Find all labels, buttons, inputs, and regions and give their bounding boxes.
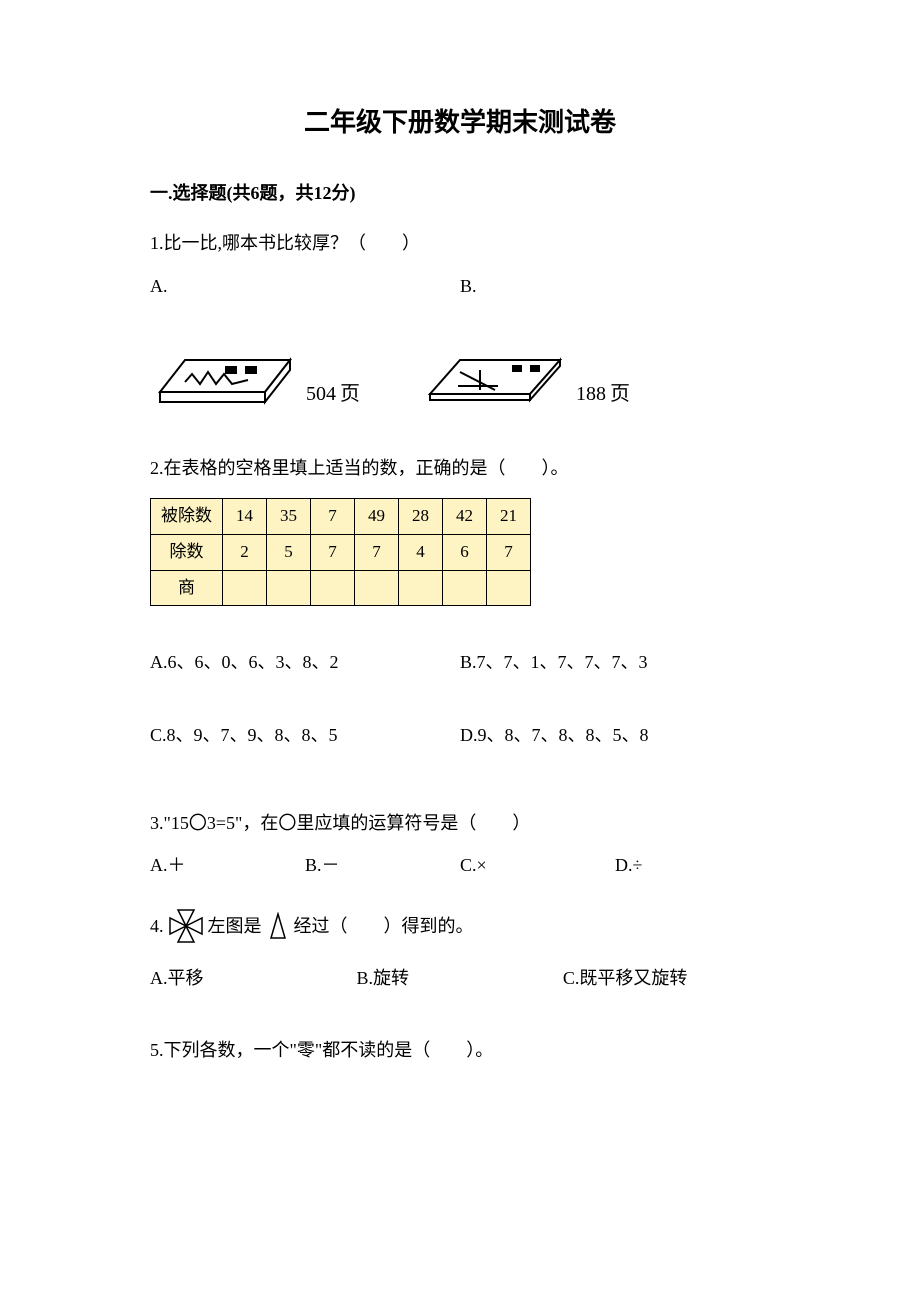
q4-mid1: 左图是 — [208, 910, 262, 942]
q1-option-b: B. — [460, 270, 770, 302]
q1-option-a: A. — [150, 270, 460, 302]
q2-table: 被除数 14 35 7 49 28 42 21 除数 2 5 7 7 4 6 7… — [150, 498, 531, 606]
q3-option-d: D.÷ — [615, 849, 770, 881]
table-cell: 4 — [399, 534, 443, 570]
book-a-pages: 504 — [306, 376, 336, 412]
table-cell — [223, 570, 267, 606]
table-cell: 2 — [223, 534, 267, 570]
table-header-divisor: 除数 — [151, 534, 223, 570]
q2-option-b: B.7、7、1、7、7、7、3 — [460, 646, 770, 678]
table-cell: 21 — [487, 499, 531, 535]
q2-option-d: D.9、8、7、8、8、5、8 — [460, 719, 770, 751]
q4-option-b: B.旋转 — [356, 962, 562, 994]
q3-option-a: A.＋ — [150, 849, 305, 881]
q2-option-a: A.6、6、0、6、3、8、2 — [150, 646, 460, 678]
table-cell: 7 — [487, 534, 531, 570]
question-5: 5.下列各数，一个"零"都不读的是（ ）。 — [150, 1034, 770, 1066]
book-b: 188 页 — [420, 332, 630, 412]
table-cell: 42 — [443, 499, 487, 535]
table-cell: 6 — [443, 534, 487, 570]
table-cell: 7 — [311, 534, 355, 570]
q5-text: 5.下列各数，一个"零"都不读的是（ ）。 — [150, 1034, 770, 1066]
book-b-pages: 188 — [576, 376, 606, 412]
table-cell — [443, 570, 487, 606]
book-a-unit: 页 — [340, 376, 360, 412]
question-4: 4. 左图是 经过（ ）得到的。 A.平移 B.旋转 C.既平移又旋转 — [150, 906, 770, 994]
q4-prefix: 4. — [150, 910, 164, 942]
table-cell: 35 — [267, 499, 311, 535]
table-cell: 7 — [311, 499, 355, 535]
table-header-dividend: 被除数 — [151, 499, 223, 535]
table-cell — [267, 570, 311, 606]
question-3: 3."15〇3=5"，在〇里应填的运算符号是（ ） A.＋ B.－ C.× D.… — [150, 807, 770, 882]
question-2: 2.在表格的空格里填上适当的数，正确的是（ ）。 被除数 14 35 7 49 … — [150, 452, 770, 791]
q4-mid2: 经过（ ）得到的。 — [294, 910, 474, 942]
triangle-icon — [268, 912, 288, 940]
q3-option-c: C.× — [460, 849, 615, 881]
section-1-header: 一.选择题(共6题，共12分) — [150, 177, 770, 209]
q1-text: 1.比一比,哪本书比较厚？（ ） — [150, 227, 770, 259]
q2-text: 2.在表格的空格里填上适当的数，正确的是（ ）。 — [150, 452, 770, 484]
table-cell — [311, 570, 355, 606]
book-b-icon — [420, 342, 570, 412]
book-b-unit: 页 — [610, 376, 630, 412]
q4-option-a: A.平移 — [150, 962, 356, 994]
table-cell — [355, 570, 399, 606]
table-cell — [399, 570, 443, 606]
q2-option-c: C.8、9、7、9、8、8、5 — [150, 719, 460, 751]
q3-text: 3."15〇3=5"，在〇里应填的运算符号是（ ） — [150, 807, 770, 839]
table-header-quotient: 商 — [151, 570, 223, 606]
table-cell: 49 — [355, 499, 399, 535]
table-cell: 14 — [223, 499, 267, 535]
book-a-icon — [150, 332, 300, 412]
table-cell: 7 — [355, 534, 399, 570]
q4-option-c: C.既平移又旋转 — [563, 962, 769, 994]
q3-option-b: B.－ — [305, 849, 460, 881]
table-cell: 28 — [399, 499, 443, 535]
page-title: 二年级下册数学期末测试卷 — [150, 100, 770, 147]
question-1: 1.比一比,哪本书比较厚？（ ） A. B. 504 页 — [150, 227, 770, 412]
book-a: 504 页 — [150, 332, 360, 412]
flower-icon — [166, 906, 206, 946]
table-cell — [487, 570, 531, 606]
table-cell: 5 — [267, 534, 311, 570]
